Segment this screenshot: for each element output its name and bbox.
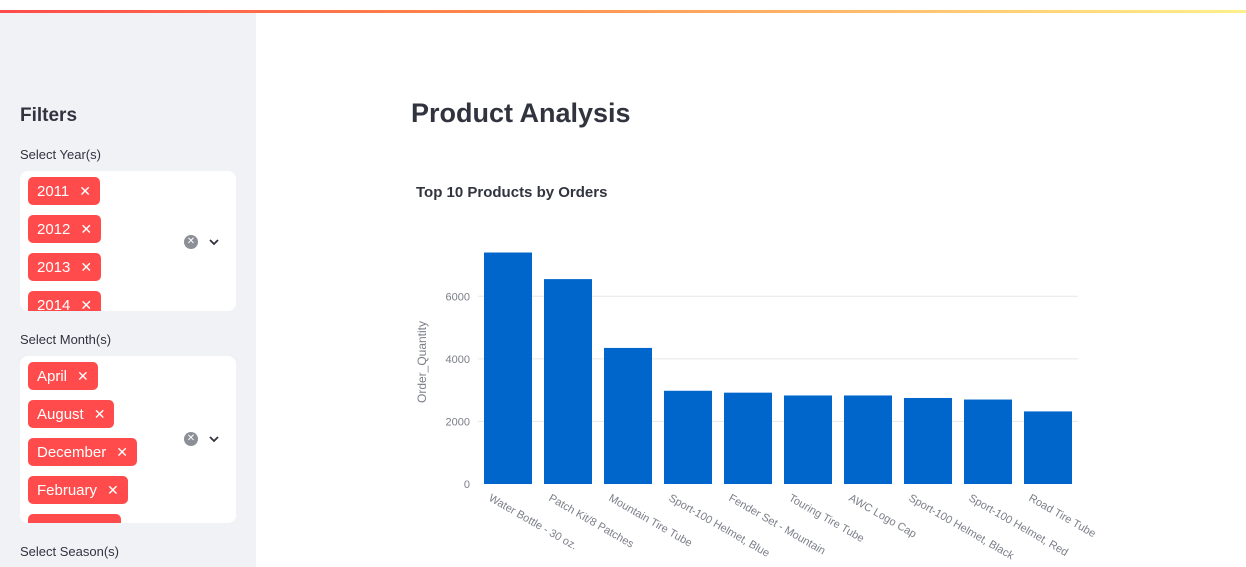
clear-years-icon[interactable]: ✕ <box>184 235 198 249</box>
x-tick-label: Fender Set - Mountain <box>727 492 828 557</box>
year-tag[interactable]: 2011 ✕ <box>28 177 100 205</box>
bar <box>724 392 772 484</box>
x-tick-label: Sport-100 Helmet, Blue <box>667 492 772 560</box>
month-tag[interactable]: April ✕ <box>28 362 98 390</box>
bar <box>1024 411 1072 484</box>
y-tick-label: 6000 <box>446 291 470 303</box>
y-tick-label: 4000 <box>446 354 470 366</box>
month-tag[interactable]: January ✕ <box>28 514 122 524</box>
year-tags: 2011✕2012✕2013✕2014✕2015✕2016✕ <box>28 177 178 311</box>
month-tag[interactable]: August ✕ <box>28 400 115 428</box>
app-top-decoration <box>0 10 1246 13</box>
year-tag[interactable]: 2012 ✕ <box>28 215 102 243</box>
remove-tag-icon[interactable]: ✕ <box>80 259 93 275</box>
month-tag[interactable]: February ✕ <box>28 476 128 504</box>
year-tag[interactable]: 2014 ✕ <box>28 291 102 312</box>
bar <box>904 397 952 484</box>
remove-tag-icon[interactable]: ✕ <box>93 406 106 422</box>
month-tag-label: February <box>37 481 98 499</box>
month-tag-label: August <box>37 405 84 423</box>
remove-tag-icon[interactable]: ✕ <box>107 482 119 498</box>
y-tick-label: 0 <box>464 479 470 491</box>
remove-tag-icon[interactable]: ✕ <box>80 297 93 311</box>
month-select-label: Select Month(s) <box>20 332 112 347</box>
sidebar: Filters Select Year(s) 2011 ✕ 2012 ✕ 2013 ✕ 20… <box>0 13 256 567</box>
bar <box>664 390 712 484</box>
bar <box>544 279 592 484</box>
year-tag-label: 2012 <box>37 220 71 238</box>
year-tag-label: 2011 <box>37 182 70 200</box>
remove-tag-icon[interactable]: ✕ <box>77 368 89 384</box>
chevron-down-icon[interactable] <box>207 235 221 249</box>
month-multiselect[interactable]: April✕August✕December✕February✕January✕ … <box>20 356 236 523</box>
y-axis-label: Order_Quantity <box>415 321 429 403</box>
bar <box>844 395 892 484</box>
bar <box>784 395 832 484</box>
x-tick-label: Sport-100 Helmet, Black <box>907 492 1017 562</box>
x-tick-label: Sport-100 Helmet, Red <box>967 492 1070 559</box>
remove-tag-icon[interactable]: ✕ <box>80 221 93 237</box>
month-tag-label: December <box>37 443 107 461</box>
year-multiselect[interactable]: 2011✕2012✕2013✕2014✕2015✕2016✕ ✕ <box>20 171 236 311</box>
bar <box>964 399 1012 484</box>
clear-months-icon[interactable]: ✕ <box>184 432 198 446</box>
remove-tag-icon[interactable]: ✕ <box>116 444 128 460</box>
bar <box>604 347 652 484</box>
month-tag[interactable]: December ✕ <box>28 438 137 466</box>
page-title: Product Analysis <box>411 98 631 128</box>
month-tags: April ✕ August ✕ December ✕ February ✕ January ✕ <box>28 362 178 523</box>
y-tick-label: 2000 <box>446 416 470 428</box>
chart-title: Top 10 Products by Orders <box>416 184 608 201</box>
remove-tag-icon[interactable]: ✕ <box>79 183 91 199</box>
sidebar-title: Filters <box>20 105 78 126</box>
year-tag[interactable]: 2013 ✕ <box>28 253 102 281</box>
month-tag-label: April <box>37 367 68 385</box>
year-select-label: Select Year(s) <box>20 147 101 162</box>
year-tag-label: 2014 <box>37 296 71 312</box>
month-tag-label: January <box>37 520 90 524</box>
year-tag-label: 2013 <box>37 258 71 276</box>
remove-tag-icon[interactable]: ✕ <box>100 521 112 523</box>
chevron-down-icon[interactable] <box>207 432 221 446</box>
season-select-label: Select Season(s) <box>20 544 119 559</box>
bar <box>484 252 532 484</box>
